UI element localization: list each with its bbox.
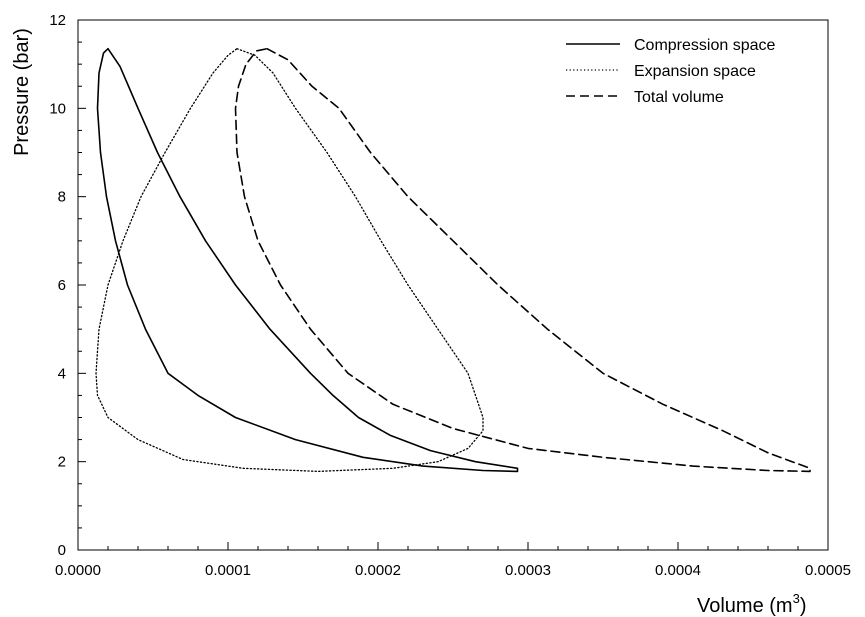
x-tick-label: 0.0003 bbox=[505, 562, 551, 579]
y-tick-label: 12 bbox=[49, 12, 66, 29]
series-line-total-volume bbox=[234, 47, 811, 473]
axis-ticks bbox=[77, 19, 829, 551]
x-tick-label: 0.0002 bbox=[355, 562, 401, 579]
x-axis-title-main: Volume (m bbox=[697, 595, 793, 617]
series-line-expansion-space bbox=[95, 48, 484, 473]
y-tick-label: 0 bbox=[58, 542, 66, 559]
y-tick-label: 6 bbox=[58, 277, 66, 294]
x-tick-label: 0.0001 bbox=[205, 562, 251, 579]
x-axis-title: Volume (m3) bbox=[697, 591, 807, 617]
x-tick-label: 0.0004 bbox=[655, 562, 701, 579]
x-axis-title-suffix: ) bbox=[800, 595, 807, 617]
legend: Compression space Expansion space Total vo… bbox=[566, 37, 776, 106]
series-layer bbox=[95, 47, 811, 473]
legend-label-compression-space: Compression space bbox=[634, 37, 776, 54]
legend-label-expansion-space: Expansion space bbox=[634, 63, 756, 80]
y-tick-label: 8 bbox=[58, 189, 66, 206]
y-tick-label: 10 bbox=[49, 100, 66, 117]
x-tick-label: 0.0005 bbox=[805, 562, 851, 579]
y-tick-label: 2 bbox=[58, 454, 66, 471]
x-tick-label: 0.0000 bbox=[55, 562, 101, 579]
axis-tick-labels: 0.0000 0.0001 0.0002 0.0003 0.0004 0.0005 0 2 4 6… bbox=[49, 12, 851, 579]
y-tick-label: 4 bbox=[58, 365, 66, 382]
x-axis-title-superscript: 3 bbox=[793, 591, 800, 606]
series-line-compression-space bbox=[96, 47, 519, 473]
y-axis-title: Pressure (bar) bbox=[11, 28, 33, 156]
legend-label-total-volume: Total volume bbox=[634, 89, 724, 106]
